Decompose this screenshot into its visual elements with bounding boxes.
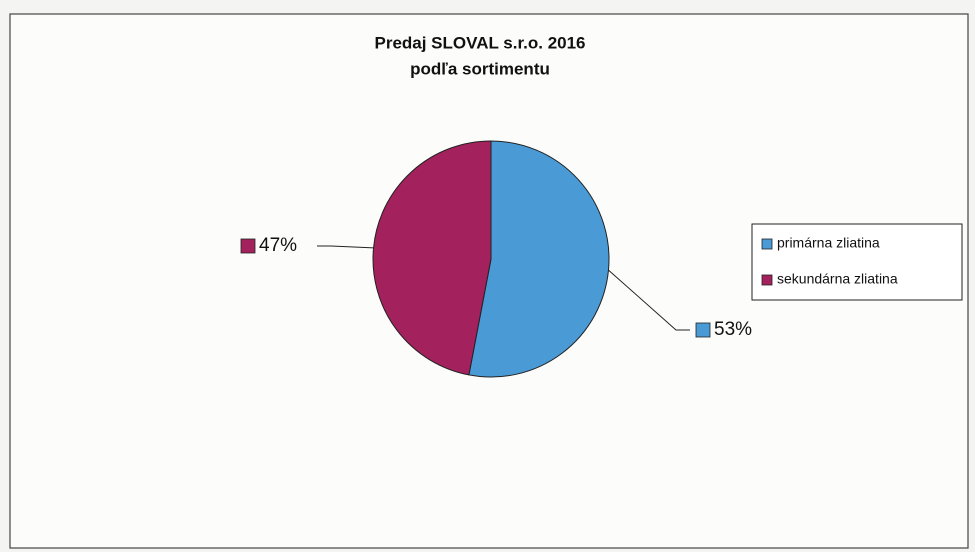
label-swatch (695, 322, 711, 338)
data-label: 53% (714, 319, 752, 340)
pie-slice (468, 140, 610, 378)
legend-box (751, 223, 963, 301)
legend-swatch (761, 274, 773, 286)
leader-line (608, 269, 690, 331)
chart-subtitle: podľa sortimentu (410, 59, 550, 78)
leader-line (317, 245, 374, 249)
pie-slice (372, 140, 492, 376)
data-label: 47% (259, 235, 297, 256)
legend-swatch (761, 238, 773, 250)
chart-title: Predaj SLOVAL s.r.o. 2016 (374, 33, 585, 52)
label-swatch (240, 238, 256, 254)
legend-label: primárna zliatina (777, 235, 880, 251)
legend-label: sekundárna zliatina (777, 271, 898, 287)
